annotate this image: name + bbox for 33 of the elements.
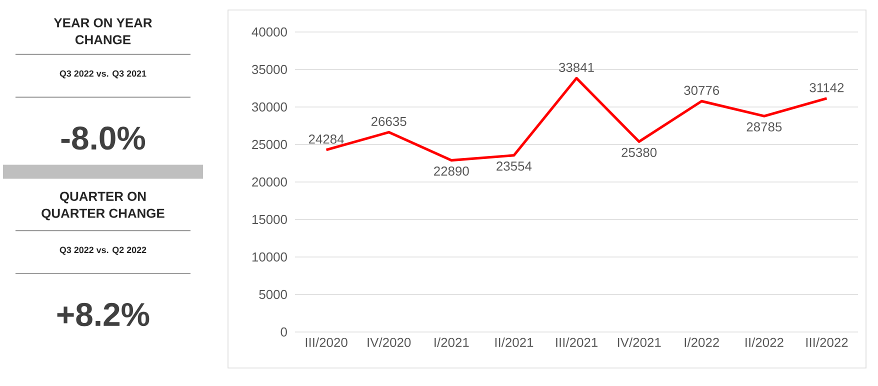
y-tick-label: 35000	[252, 64, 287, 74]
x-tick-label: III/2022	[806, 338, 848, 348]
y-tick-label: 40000	[252, 27, 287, 37]
text: Q3 2022 vs. Q2 2022	[60, 246, 146, 255]
y-tick-label: 0	[280, 327, 287, 337]
data-label: 26635	[371, 116, 406, 126]
x-tick-label: III/2020	[306, 338, 348, 348]
text: Q3 2022 vs. Q3 2021	[60, 70, 146, 78]
x-tick-label: II/2022	[746, 338, 784, 348]
x-tick-label: III/2021	[556, 338, 598, 348]
y-tick-label: 10000	[252, 252, 287, 262]
data-label: 23554	[496, 162, 532, 171]
data-label: 28785	[746, 122, 782, 132]
text: +8.2%	[57, 302, 150, 326]
text: QUARTER ON QUARTER CHANGE	[42, 192, 164, 220]
y-tick-label: 20000	[252, 177, 287, 187]
data-label: 33841	[559, 62, 594, 72]
data-label: 25380	[622, 148, 657, 158]
y-tick-label: 30000	[252, 102, 287, 112]
x-tick-label: IV/2020	[368, 338, 411, 348]
y-tick-label: 5000	[259, 290, 287, 300]
text: -8.0%	[61, 126, 146, 150]
text: YEAR ON YEAR CHANGE	[54, 18, 152, 44]
data-label: 30776	[684, 86, 720, 95]
data-label: 24284	[308, 134, 344, 144]
y-tick-label: 25000	[252, 140, 287, 150]
y-tick-label: 15000	[252, 214, 287, 224]
x-tick-label: IV/2021	[618, 338, 661, 348]
x-tick-label: II/2021	[495, 338, 534, 348]
data-label: 31142	[810, 83, 844, 92]
data-label: 22890	[434, 166, 469, 176]
x-tick-label: I/2022	[684, 338, 719, 348]
x-tick-label: I/2021	[434, 338, 469, 348]
